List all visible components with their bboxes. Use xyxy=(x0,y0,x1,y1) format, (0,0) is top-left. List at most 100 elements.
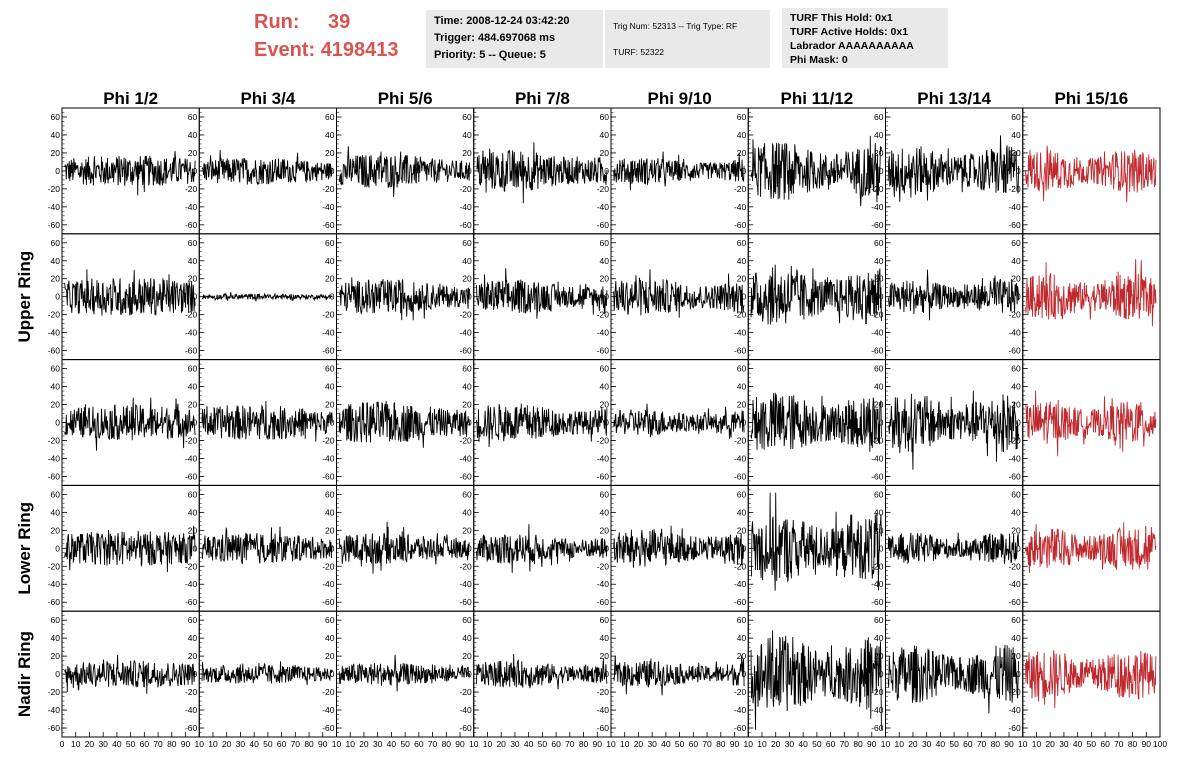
y-tick-label: 40 xyxy=(600,633,610,643)
waveform-trace xyxy=(476,524,608,573)
y-tick-label: 60 xyxy=(325,112,335,122)
y-tick-label: 60 xyxy=(874,238,884,248)
y-tick-label: 0 xyxy=(330,669,335,679)
y-tick-label: -60 xyxy=(185,723,198,733)
x-tick-label: 10 xyxy=(208,739,218,749)
y-tick-label: 60 xyxy=(188,112,198,122)
x-tick-label: 10 xyxy=(894,739,904,749)
y-tick-label: -20 xyxy=(871,310,884,320)
run-event-box: Run: 39 Event: 4198413 xyxy=(254,8,399,64)
y-tick-label: -60 xyxy=(322,346,335,356)
x-tick-label: 80 xyxy=(579,739,589,749)
y-tick-label: 40 xyxy=(188,130,198,140)
waveform-trace xyxy=(887,135,1020,202)
y-tick-label: 0 xyxy=(604,418,609,428)
y-tick-label: 60 xyxy=(874,112,884,122)
y-tick-label: 40 xyxy=(874,382,884,392)
y-tick-label: -40 xyxy=(322,202,335,212)
x-tick-label: 10 xyxy=(469,739,479,749)
trigger-text: Trigger: 484.697068 ms xyxy=(434,32,556,44)
y-tick-label: 60 xyxy=(737,489,747,499)
y-tick-label: -20 xyxy=(871,435,884,445)
y-tick-label: 0 xyxy=(467,292,472,302)
x-tick-label: 70 xyxy=(565,739,575,749)
waveform-panel: -60 -40 -20 0 20 40 60 xyxy=(597,233,749,361)
y-tick-label: -60 xyxy=(185,471,198,481)
x-tick-label: 90 xyxy=(318,739,328,749)
column-header: Phi 9/10 xyxy=(647,89,711,108)
y-tick-label: 40 xyxy=(325,130,335,140)
y-tick-label: 20 xyxy=(600,400,610,410)
y-tick-label: -40 xyxy=(871,579,884,589)
column-header: Phi 1/2 xyxy=(103,89,158,108)
turf-active-holds-text: TURF Active Holds: 0x1 xyxy=(790,26,909,38)
x-tick-label: 60 xyxy=(963,739,973,749)
waveform-panel: -60 -40 -20 0 20 40 60 xyxy=(322,107,475,235)
x-tick-label: 70 xyxy=(153,739,163,749)
y-tick-label: 0 xyxy=(742,418,747,428)
x-tick-label: 90 xyxy=(593,739,603,749)
y-tick-label: -40 xyxy=(185,328,198,338)
y-tick-label: -20 xyxy=(459,310,472,320)
y-tick-label: 0 xyxy=(1016,418,1021,428)
x-tick-label: 40 xyxy=(936,739,946,749)
y-tick-label: -60 xyxy=(185,346,198,356)
y-tick-label: 0 xyxy=(330,166,335,176)
waveform-trace xyxy=(613,269,745,318)
y-tick-label: 40 xyxy=(188,507,198,517)
x-tick-label: 0 xyxy=(60,739,65,749)
column-header: Phi 13/14 xyxy=(917,89,991,108)
y-tick-label: 60 xyxy=(51,364,61,374)
waveform-trace xyxy=(338,277,471,321)
y-tick-label: 40 xyxy=(1011,130,1021,140)
y-tick-label: -40 xyxy=(185,579,198,589)
waveform-trace xyxy=(1025,390,1157,457)
x-tick-label: 70 xyxy=(977,739,987,749)
y-tick-label: 0 xyxy=(1016,292,1021,302)
y-tick-label: -60 xyxy=(459,220,472,230)
y-tick-label: -20 xyxy=(734,561,747,571)
x-tick-label: 20 xyxy=(634,739,644,749)
waveform-trace xyxy=(613,151,745,191)
waveform-trace xyxy=(338,400,471,448)
x-tick-label: 80 xyxy=(853,739,863,749)
y-tick-label: -20 xyxy=(322,687,335,697)
event-row: Event: 4198413 xyxy=(254,36,399,64)
y-tick-label: 40 xyxy=(600,256,610,266)
waveform-panel: -60 -40 -20 0 20 40 60 xyxy=(322,233,475,361)
y-tick-label: -20 xyxy=(185,435,198,445)
y-tick-label: 40 xyxy=(51,507,61,517)
y-tick-label: -40 xyxy=(1008,705,1021,715)
y-tick-label: 0 xyxy=(55,543,60,553)
x-tick-label: 10 xyxy=(620,739,630,749)
y-tick-label: 60 xyxy=(462,489,472,499)
x-tick-label: 20 xyxy=(222,739,232,749)
y-tick-label: 40 xyxy=(874,130,884,140)
x-tick-label: 40 xyxy=(112,739,122,749)
y-tick-label: 60 xyxy=(737,615,747,625)
y-tick-label: 60 xyxy=(51,112,61,122)
y-tick-label: -20 xyxy=(1008,184,1021,194)
y-tick-label: 0 xyxy=(193,669,198,679)
waveform-panel: -60 -40 -20 0 20 40 60 xyxy=(459,610,612,738)
waveform-panel: -60 -40 -20 0 20 40 60 xyxy=(734,107,886,235)
x-tick-label: 30 xyxy=(98,739,108,749)
y-tick-label: 60 xyxy=(737,238,747,248)
y-tick-label: -60 xyxy=(322,220,335,230)
y-tick-label: 20 xyxy=(737,148,747,158)
y-tick-label: 0 xyxy=(879,543,884,553)
waveform-panel: -60 -40 -20 0 20 40 60 xyxy=(597,484,749,612)
x-tick-label: 50 xyxy=(263,739,273,749)
y-tick-label: -40 xyxy=(185,453,198,463)
x-tick-label: 90 xyxy=(1142,739,1152,749)
y-tick-label: 20 xyxy=(325,651,335,661)
y-tick-label: 40 xyxy=(1011,507,1021,517)
y-tick-label: -20 xyxy=(322,435,335,445)
column-header: Phi 3/4 xyxy=(240,89,295,108)
y-tick-label: 0 xyxy=(879,166,884,176)
y-tick-label: -60 xyxy=(734,220,747,230)
y-tick-label: 40 xyxy=(1011,256,1021,266)
x-tick-label: 20 xyxy=(496,739,506,749)
x-tick-label: 80 xyxy=(1128,739,1138,749)
waveform-panel: -60 -40 -20 0 20 40 60 xyxy=(185,359,337,486)
